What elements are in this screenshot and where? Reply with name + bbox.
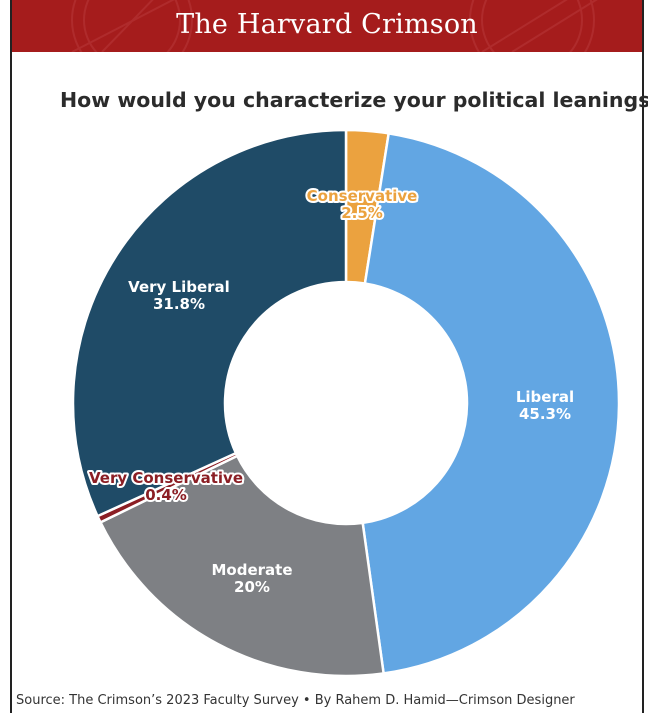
- slice-label-conservative: Conservative: [307, 187, 418, 205]
- slice-value-moderate: 20%: [234, 578, 270, 596]
- slice-label-moderate: Moderate: [211, 561, 292, 579]
- slice-value-very-conservative: 0.4%: [145, 486, 187, 504]
- masthead-title: The Harvard Crimson: [176, 9, 478, 40]
- slice-liberal: [361, 131, 621, 675]
- chart-title: How would you characterize your politica…: [60, 88, 648, 112]
- slice-value-liberal: 45.3%: [519, 405, 571, 423]
- source-credit: Source: The Crimson’s 2023 Faculty Surve…: [16, 693, 575, 708]
- masthead-banner: The Harvard Crimson: [12, 0, 642, 52]
- slice-value-conservative: 2.5%: [341, 204, 383, 222]
- slice-value-very-liberal: 31.8%: [153, 295, 205, 313]
- slice-moderate: [98, 454, 386, 678]
- slice-very-liberal: [71, 128, 348, 518]
- slice-label-very-conservative: Very Conservative: [89, 469, 243, 487]
- slice-label-liberal: Liberal: [516, 388, 574, 406]
- crest-pattern-icon: [71, 0, 598, 52]
- slice-label-very-liberal: Very Liberal: [128, 278, 230, 296]
